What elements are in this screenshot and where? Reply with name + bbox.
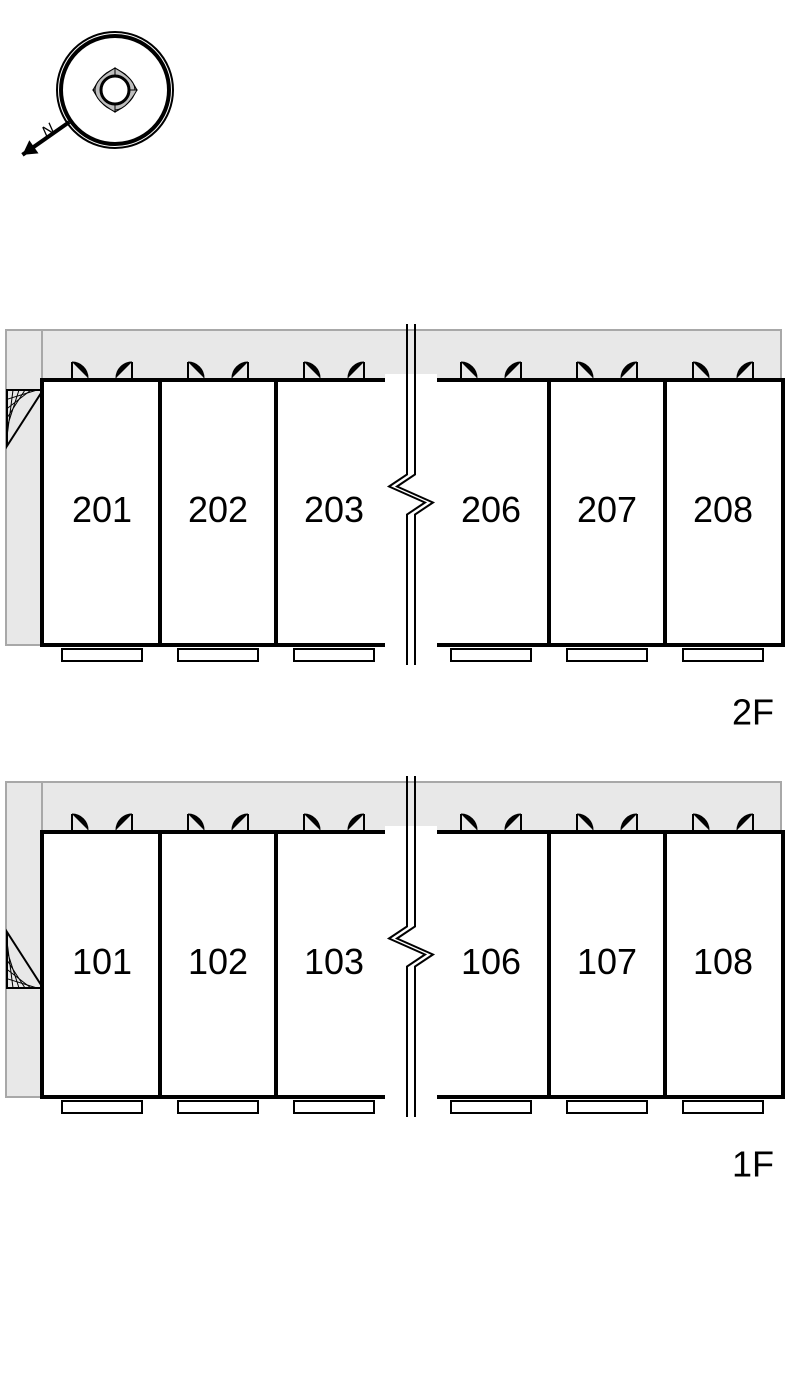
corridor (6, 330, 781, 380)
room-label: 103 (304, 941, 364, 982)
room-label: 206 (461, 489, 521, 530)
room-label: 107 (577, 941, 637, 982)
room-label: 208 (693, 489, 753, 530)
floor-label: 2F (732, 692, 774, 733)
floor-label: 1F (732, 1144, 774, 1185)
room-label: 102 (188, 941, 248, 982)
corridor (6, 782, 781, 832)
room-label: 101 (72, 941, 132, 982)
floor-plan-diagram: N2012022032062072082F1011021031061071081… (0, 0, 800, 1373)
room-label: 202 (188, 489, 248, 530)
room-label: 106 (461, 941, 521, 982)
room-label: 201 (72, 489, 132, 530)
room-label: 207 (577, 489, 637, 530)
room-label: 203 (304, 489, 364, 530)
room-label: 108 (693, 941, 753, 982)
